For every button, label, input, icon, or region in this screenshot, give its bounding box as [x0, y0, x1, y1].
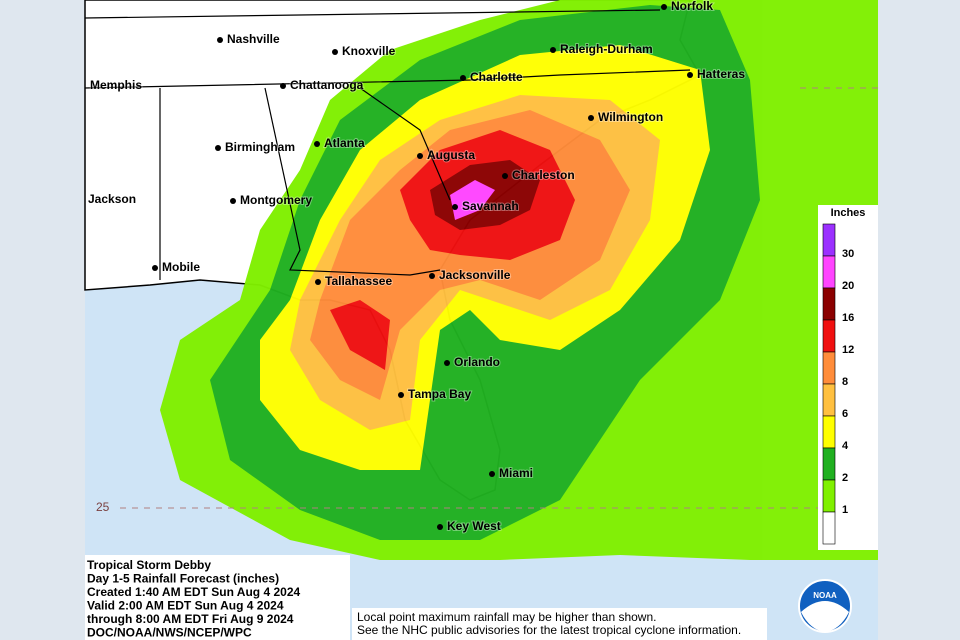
- noaa-logo-wave: [801, 601, 849, 632]
- rainfall-shading: [160, 0, 878, 560]
- legend-label: 8: [842, 376, 848, 388]
- city-label: Jacksonville: [439, 268, 511, 282]
- info-line: Day 1-5 Rainfall Forecast (inches): [87, 572, 279, 586]
- legend-label: 2: [842, 472, 848, 484]
- city-label: Chattanooga: [290, 78, 364, 92]
- city-label: Tallahassee: [325, 274, 392, 288]
- city-label: Augusta: [427, 148, 475, 162]
- legend-swatch: [822, 511, 836, 545]
- legend-label: 1: [842, 504, 848, 516]
- city-dot: [452, 204, 458, 210]
- info-line: through 8:00 AM EDT Fri Aug 9 2024: [87, 612, 294, 626]
- state-border: [359, 87, 451, 201]
- city-dot: [417, 153, 423, 159]
- city-label: Hatteras: [697, 67, 745, 81]
- city-dot: [588, 115, 594, 121]
- city-label: Mobile: [162, 260, 200, 274]
- legend-swatch: [822, 383, 836, 417]
- city-label: Miami: [499, 466, 533, 480]
- city-label: Knoxville: [342, 44, 396, 58]
- legend-swatch: [822, 223, 836, 257]
- borders: [84, 9, 878, 509]
- city-dot: [502, 173, 508, 179]
- city-label: Savannah: [462, 199, 519, 213]
- city-dot: [217, 37, 223, 43]
- state-border: [84, 69, 691, 89]
- city-label: Nashville: [227, 32, 280, 46]
- city-dot: [215, 145, 221, 151]
- city-label: Charleston: [512, 168, 575, 182]
- city-dot: [687, 72, 693, 78]
- legend-swatch: [822, 319, 836, 353]
- rain-20-30: [450, 180, 495, 220]
- city-label: Montgomery: [240, 193, 312, 207]
- city-label: Norfolk: [671, 0, 713, 13]
- city-dot: [460, 75, 466, 81]
- legend-swatch: [822, 255, 836, 289]
- city-dot: [429, 273, 435, 279]
- city-dot: [230, 198, 236, 204]
- legend-swatch: [822, 447, 836, 481]
- legend-title: Inches: [831, 207, 866, 219]
- state-border: [264, 87, 441, 276]
- legend-label: 4: [842, 440, 849, 452]
- city-dot: [152, 265, 158, 271]
- legend-swatch: [822, 415, 836, 449]
- cities: Norfolk Nashville Knoxville Raleigh-Durham M…: [87, 0, 746, 534]
- city-label: Charlotte: [470, 70, 523, 84]
- city-label: Raleigh-Durham: [560, 42, 653, 56]
- latitude-label: 25: [96, 500, 110, 514]
- city-label: Memphis: [90, 78, 142, 92]
- noaa-logo-text: NOAA: [813, 591, 837, 600]
- info-line: DOC/NOAA/NWS/NCEP/WPC: [87, 626, 252, 640]
- city-dot: [489, 471, 495, 477]
- rain-12-16: [330, 300, 390, 370]
- legend-label: 20: [842, 280, 854, 292]
- note-line: Local point maximum rainfall may be high…: [357, 610, 656, 624]
- city-label: Wilmington: [598, 110, 663, 124]
- city-dot: [444, 360, 450, 366]
- city-label: Key West: [447, 519, 501, 533]
- legend-label: 12: [842, 344, 854, 356]
- city-label: Orlando: [454, 355, 500, 369]
- legend-swatch: [822, 351, 836, 385]
- city-label: Jackson: [88, 192, 136, 206]
- city-label: Atlanta: [324, 136, 365, 150]
- legend-label: 6: [842, 408, 848, 420]
- city-label: Birmingham: [225, 140, 295, 154]
- legend: 30 20 16 12 8 6 4 2 1: [822, 223, 854, 545]
- city-dot: [398, 392, 404, 398]
- info-line: Valid 2:00 AM EDT Sun Aug 4 2024: [87, 599, 284, 613]
- city-dot: [280, 83, 286, 89]
- city-dot: [550, 47, 556, 53]
- city-dot: [332, 49, 338, 55]
- note-box: [352, 608, 767, 640]
- info-box: [85, 555, 350, 640]
- city-dot: [661, 4, 667, 10]
- legend-label: 30: [842, 248, 854, 260]
- state-border: [84, 9, 661, 19]
- city-dot: [315, 279, 321, 285]
- legend-swatch: [822, 287, 836, 321]
- legend-swatch: [822, 479, 836, 513]
- city-label: Tampa Bay: [408, 387, 471, 401]
- note: Local point maximum rainfall may be high…: [357, 610, 741, 637]
- info-line: Created 1:40 AM EDT Sun Aug 4 2024: [87, 585, 300, 599]
- city-dot: [437, 524, 443, 530]
- info-line: Tropical Storm Debby: [87, 558, 211, 572]
- legend-label: 16: [842, 312, 854, 324]
- note-line: See the NHC public advisories for the la…: [357, 623, 741, 637]
- city-dot: [314, 141, 320, 147]
